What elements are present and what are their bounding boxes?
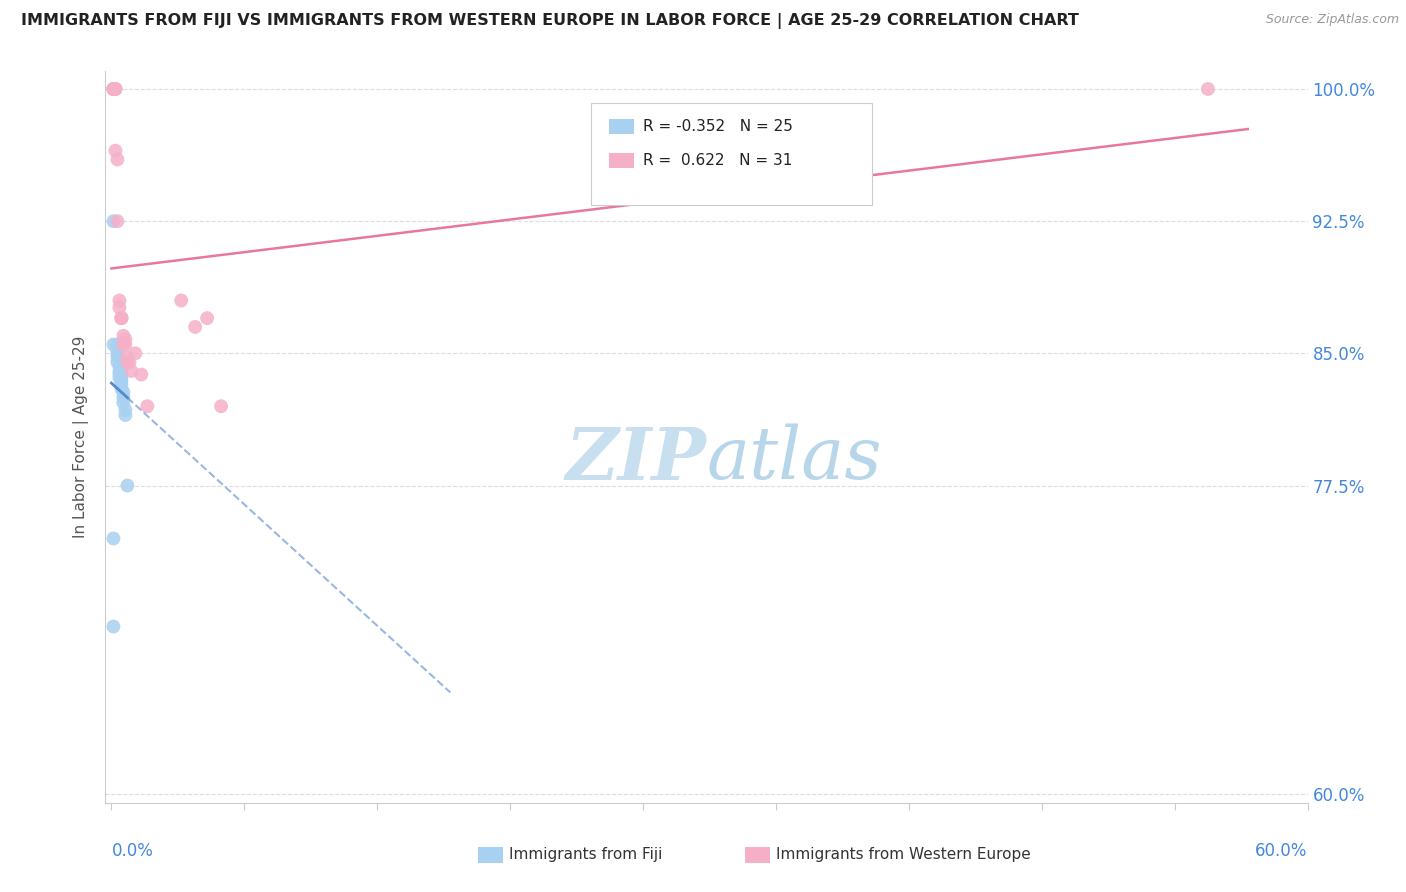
Point bbox=[110, 382, 132, 396]
Point bbox=[103, 82, 125, 96]
Point bbox=[108, 359, 131, 373]
Point bbox=[110, 311, 132, 326]
Point bbox=[107, 350, 129, 364]
Point bbox=[103, 82, 125, 96]
Text: R = -0.352   N = 25: R = -0.352 N = 25 bbox=[643, 120, 793, 134]
Point bbox=[110, 311, 132, 326]
Point bbox=[107, 337, 129, 351]
Point bbox=[107, 355, 129, 369]
Point bbox=[114, 402, 136, 417]
Point bbox=[117, 478, 139, 492]
Point bbox=[110, 371, 132, 385]
Text: ZIP: ZIP bbox=[565, 424, 707, 494]
Point bbox=[108, 368, 131, 382]
Point bbox=[114, 337, 136, 351]
Point bbox=[108, 364, 131, 378]
Text: Immigrants from Fiji: Immigrants from Fiji bbox=[509, 847, 662, 862]
Point bbox=[114, 332, 136, 346]
Point bbox=[108, 293, 131, 308]
Text: R =  0.622   N = 31: R = 0.622 N = 31 bbox=[643, 153, 792, 168]
Point bbox=[104, 82, 127, 96]
Point bbox=[209, 399, 232, 413]
Point bbox=[103, 532, 125, 546]
Text: IMMIGRANTS FROM FIJI VS IMMIGRANTS FROM WESTERN EUROPE IN LABOR FORCE | AGE 25-2: IMMIGRANTS FROM FIJI VS IMMIGRANTS FROM … bbox=[21, 13, 1078, 29]
Point bbox=[104, 144, 127, 158]
Point bbox=[120, 364, 142, 378]
Point bbox=[103, 82, 125, 96]
Point bbox=[103, 82, 125, 96]
Point bbox=[104, 82, 127, 96]
Point bbox=[103, 619, 125, 633]
Text: 60.0%: 60.0% bbox=[1256, 841, 1308, 860]
Point bbox=[118, 355, 141, 369]
Text: Source: ZipAtlas.com: Source: ZipAtlas.com bbox=[1265, 13, 1399, 27]
Point bbox=[112, 385, 135, 400]
Point bbox=[117, 355, 139, 369]
Text: atlas: atlas bbox=[707, 424, 882, 494]
Point bbox=[110, 311, 132, 326]
Point bbox=[112, 391, 135, 405]
Point bbox=[103, 337, 125, 351]
Point bbox=[131, 368, 153, 382]
Point bbox=[124, 346, 146, 360]
Point bbox=[136, 399, 159, 413]
Text: 0.0%: 0.0% bbox=[111, 841, 153, 860]
Point bbox=[110, 368, 132, 382]
Point bbox=[114, 408, 136, 422]
Point bbox=[112, 328, 135, 343]
Point bbox=[107, 343, 129, 357]
Point bbox=[107, 153, 129, 167]
Point bbox=[110, 378, 132, 392]
Point bbox=[108, 301, 131, 315]
Point bbox=[184, 320, 207, 334]
Text: Immigrants from Western Europe: Immigrants from Western Europe bbox=[776, 847, 1031, 862]
Point bbox=[110, 364, 132, 378]
Point bbox=[107, 346, 129, 360]
Y-axis label: In Labor Force | Age 25-29: In Labor Force | Age 25-29 bbox=[73, 336, 90, 538]
Point bbox=[195, 311, 218, 326]
Point bbox=[1197, 82, 1219, 96]
Point bbox=[104, 82, 127, 96]
Point bbox=[112, 395, 135, 409]
Point bbox=[112, 337, 135, 351]
Point bbox=[107, 214, 129, 228]
Point bbox=[110, 375, 132, 389]
Point bbox=[103, 214, 125, 228]
Point bbox=[117, 350, 139, 364]
Point bbox=[108, 371, 131, 385]
Point bbox=[170, 293, 193, 308]
